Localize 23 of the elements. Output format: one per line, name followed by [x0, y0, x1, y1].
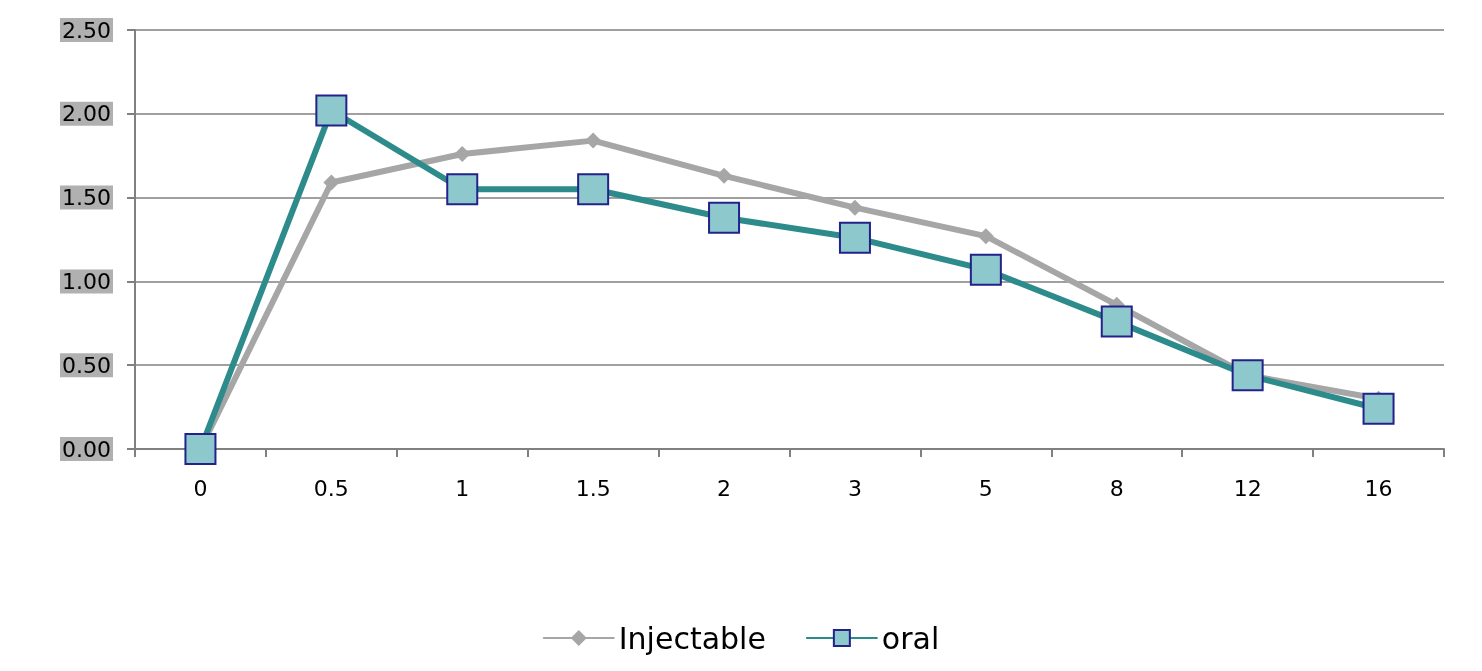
- y-tick-label: 1.50: [62, 185, 111, 211]
- legend-label: oral: [881, 620, 940, 656]
- point: [977, 228, 994, 245]
- x-tick-label: 1: [455, 475, 470, 501]
- x-tick-label: 8: [1109, 475, 1124, 501]
- x-tick-label: 2: [717, 475, 732, 501]
- point: [846, 199, 863, 216]
- x-tick-label: 0: [193, 475, 208, 501]
- x-tick-label: 5: [978, 475, 993, 501]
- x-tick-label: 16: [1364, 475, 1393, 501]
- x-tick-label: 12: [1233, 475, 1262, 501]
- x-tick-label: 0.5: [313, 475, 349, 501]
- point: [323, 174, 340, 191]
- y-tick-label: 2.50: [62, 17, 111, 43]
- y-tick-label: 2.00: [62, 101, 111, 127]
- y-tick-label: 0.50: [62, 352, 111, 378]
- y-tick-label: 1.00: [62, 268, 111, 294]
- x-tick-label: 3: [847, 475, 862, 501]
- point: [585, 132, 602, 149]
- x-tick-label: 1.5: [575, 475, 611, 501]
- legend-label: Injectable: [618, 620, 766, 656]
- point: [716, 167, 733, 184]
- y-tick-label: 0.00: [62, 436, 111, 462]
